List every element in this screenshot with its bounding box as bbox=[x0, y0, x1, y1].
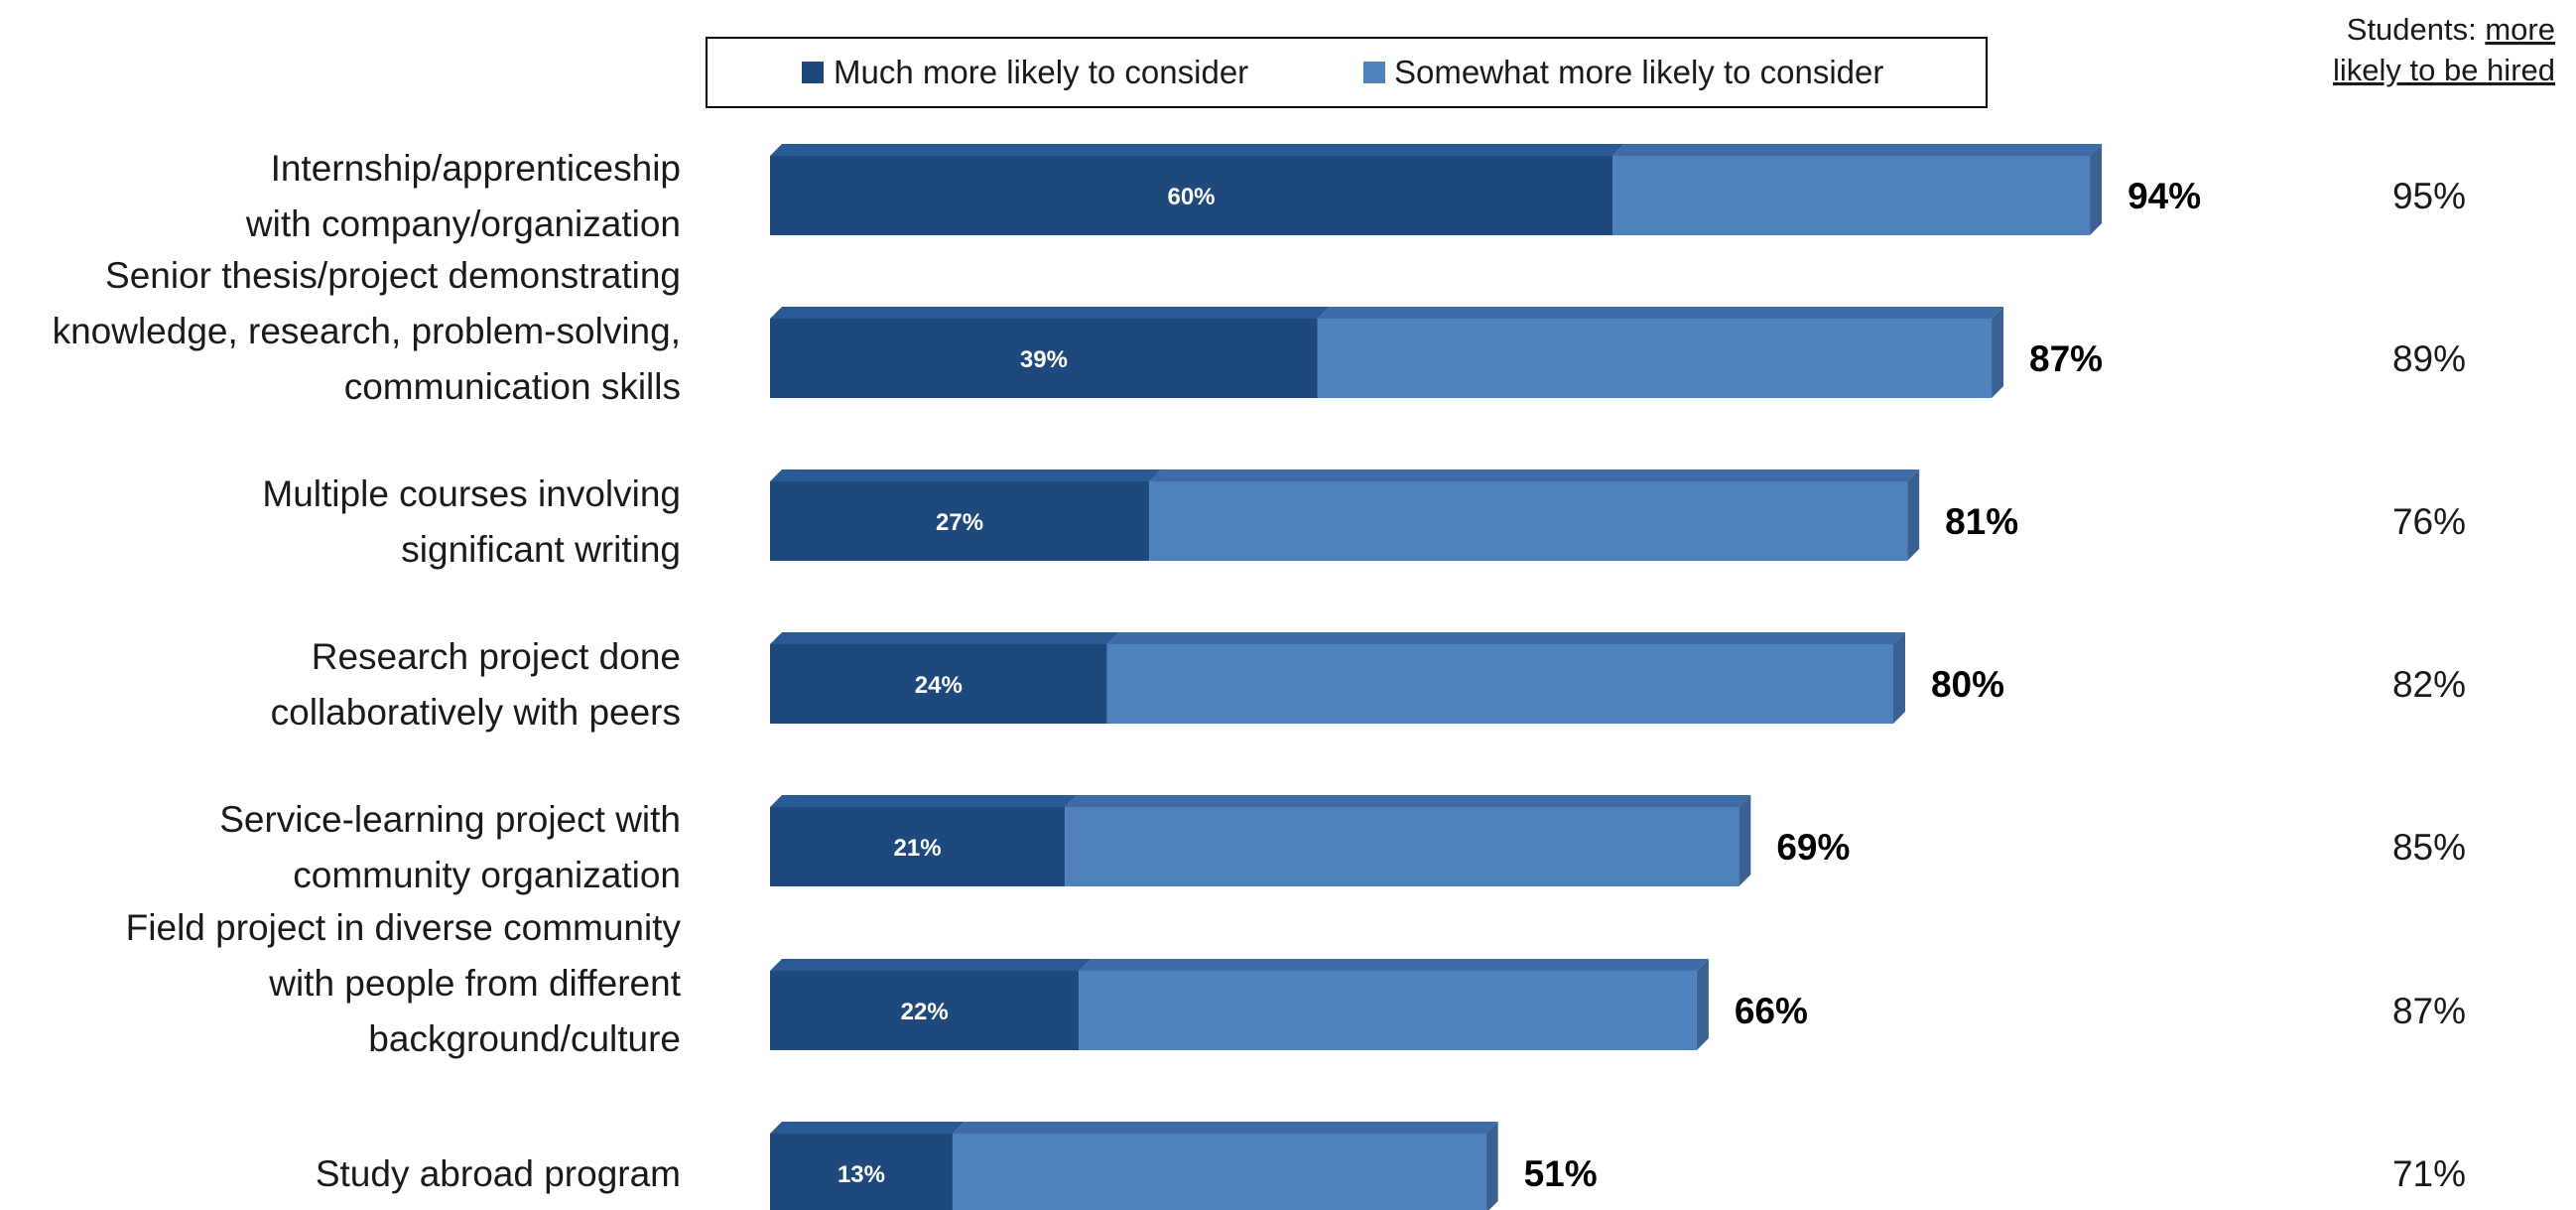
category-label: collaboratively with peers bbox=[271, 692, 681, 733]
bar-top-face bbox=[770, 795, 1078, 807]
bar-segment bbox=[1149, 481, 1908, 561]
bar-segment bbox=[1106, 644, 1893, 724]
category-label: community organization bbox=[293, 855, 681, 895]
students-value: 87% bbox=[2392, 991, 2466, 1031]
bar-segment bbox=[770, 807, 1066, 886]
bar-top-face bbox=[1612, 144, 2103, 156]
students-value: 89% bbox=[2392, 338, 2466, 379]
bars-layer: 60% 94% 95% Internship/apprenticeship with c… bbox=[53, 144, 2466, 1210]
bar-segment bbox=[770, 156, 1612, 235]
bar-group: 13% 51% 71% Study abroad program bbox=[316, 1122, 2466, 1210]
students-header-line-1: Students: more bbox=[2347, 12, 2555, 47]
bar-group: 60% 94% 95% Internship/apprenticeship with c… bbox=[245, 144, 2466, 244]
bar-group: 22% 66% 87% Field project in diverse commun… bbox=[126, 907, 2466, 1059]
legend-swatch-somewhat-more bbox=[1363, 62, 1385, 83]
category-label: Study abroad program bbox=[316, 1153, 681, 1194]
segment-data-label: 22% bbox=[901, 999, 949, 1025]
bar-group: 39% 87% 89% Senior thesis/project demonstra… bbox=[53, 255, 2466, 407]
bar-group: 21% 69% 85% Service-learning project with co… bbox=[219, 795, 2466, 895]
bar-top-face bbox=[952, 1122, 1498, 1134]
bar-top-face bbox=[770, 1122, 965, 1134]
category-label: background/culture bbox=[368, 1018, 681, 1059]
total-data-label: 80% bbox=[1931, 664, 2004, 705]
bar-side-face bbox=[1992, 307, 2004, 398]
total-data-label: 66% bbox=[1735, 991, 1808, 1031]
bar-side-face bbox=[1907, 470, 1920, 561]
segment-data-label: 13% bbox=[837, 1161, 885, 1188]
legend: Much more likely to consider Somewhat mo… bbox=[706, 37, 1988, 108]
students-header-line-2: likely to be hired bbox=[2333, 53, 2555, 87]
category-label: Service-learning project with bbox=[219, 799, 681, 840]
students-value: 85% bbox=[2392, 827, 2466, 868]
students-value: 71% bbox=[2392, 1153, 2466, 1194]
bar-segment bbox=[1065, 807, 1739, 886]
category-label: communication skills bbox=[344, 366, 681, 407]
legend-swatch-much-more bbox=[802, 62, 824, 83]
legend-label-somewhat-more: Somewhat more likely to consider bbox=[1394, 54, 1883, 90]
bar-segment bbox=[770, 481, 1150, 561]
total-data-label: 81% bbox=[1945, 501, 2018, 542]
bar-segment bbox=[770, 644, 1107, 724]
students-header-underlined-1: more bbox=[2485, 12, 2555, 47]
category-label: Research project done bbox=[312, 636, 681, 677]
category-label: Internship/apprenticeship bbox=[271, 148, 681, 189]
bar-top-face bbox=[770, 959, 1092, 971]
category-label: Multiple courses involving bbox=[262, 473, 681, 514]
bar-top-face bbox=[1065, 795, 1751, 807]
bar-top-face bbox=[1317, 307, 2004, 319]
segment-data-label: 39% bbox=[1020, 346, 1068, 373]
bar-segment bbox=[1079, 971, 1697, 1050]
segment-data-label: 27% bbox=[936, 509, 983, 536]
bar-segment bbox=[1612, 156, 2091, 235]
segment-data-label: 60% bbox=[1167, 184, 1215, 210]
category-label: with company/organization bbox=[245, 203, 681, 244]
bar-top-face bbox=[770, 144, 1624, 156]
bar-side-face bbox=[1739, 795, 1751, 886]
segment-data-label: 21% bbox=[894, 835, 942, 862]
bar-top-face bbox=[770, 470, 1162, 481]
category-label: significant writing bbox=[401, 529, 681, 570]
category-label: knowledge, research, problem-solving, bbox=[53, 311, 681, 351]
bar-top-face bbox=[1149, 470, 1920, 481]
total-data-label: 87% bbox=[2029, 338, 2103, 379]
total-data-label: 51% bbox=[1524, 1153, 1598, 1194]
bar-top-face bbox=[1079, 959, 1709, 971]
legend-label-much-more: Much more likely to consider bbox=[834, 54, 1248, 90]
students-header: Students: more likely to be hired bbox=[2333, 12, 2555, 87]
students-header-prefix: Students: bbox=[2347, 12, 2486, 47]
bar-side-face bbox=[1485, 1122, 1498, 1210]
bar-side-face bbox=[1893, 632, 1905, 724]
bar-segment bbox=[770, 971, 1080, 1050]
category-label: Senior thesis/project demonstrating bbox=[105, 255, 681, 296]
bar-segment bbox=[770, 1134, 953, 1210]
bar-side-face bbox=[2090, 144, 2103, 235]
category-label: Field project in diverse community bbox=[126, 907, 682, 948]
bar-top-face bbox=[770, 632, 1119, 644]
total-data-label: 94% bbox=[2127, 176, 2201, 216]
students-value: 82% bbox=[2392, 664, 2466, 705]
bar-segment bbox=[1317, 319, 1993, 398]
category-label: with people from different bbox=[268, 963, 681, 1004]
total-data-label: 69% bbox=[1776, 827, 1850, 868]
bar-group: 24% 80% 82% Research project done collaborat… bbox=[271, 632, 2466, 733]
students-value: 76% bbox=[2392, 501, 2466, 542]
bar-group: 27% 81% 76% Multiple courses involving signi… bbox=[262, 470, 2466, 570]
legend-frame bbox=[706, 37, 1988, 108]
students-value: 95% bbox=[2392, 176, 2466, 216]
bar-segment bbox=[770, 319, 1318, 398]
bar-top-face bbox=[770, 307, 1330, 319]
bar-segment bbox=[952, 1134, 1486, 1210]
bar-top-face bbox=[1106, 632, 1905, 644]
segment-data-label: 24% bbox=[915, 672, 963, 699]
bar-side-face bbox=[1696, 959, 1709, 1050]
